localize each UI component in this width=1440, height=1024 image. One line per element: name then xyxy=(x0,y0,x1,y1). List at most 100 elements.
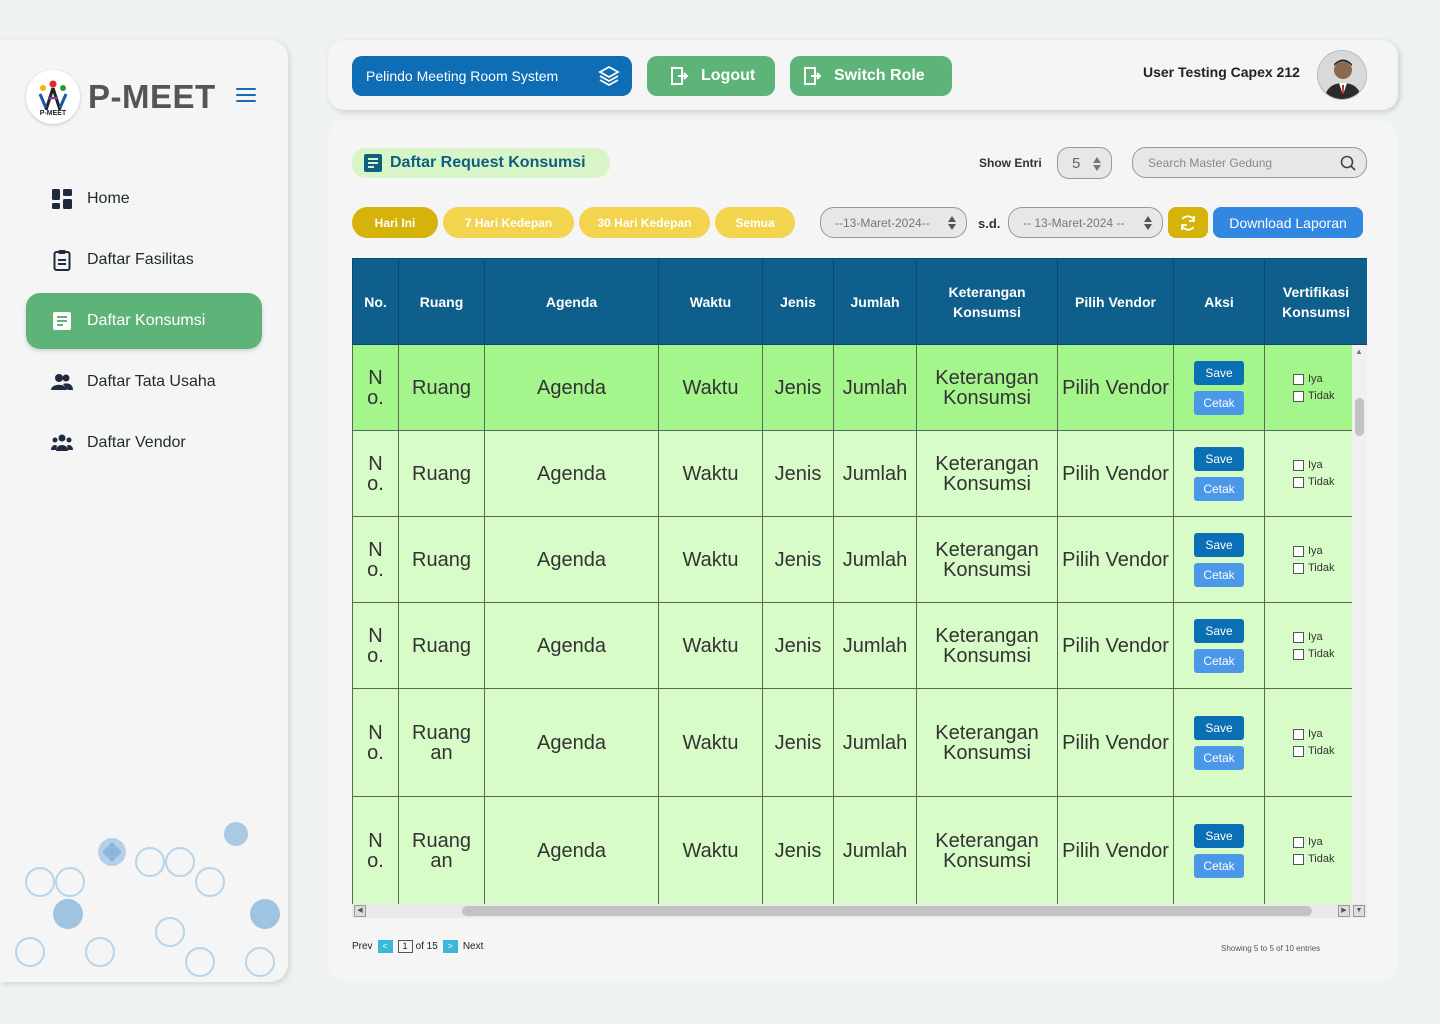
iya-checkbox[interactable] xyxy=(1293,728,1304,740)
user-name: User Testing Capex 212 xyxy=(1143,64,1300,80)
sidebar-item-daftar-fasilitas[interactable]: Daftar Fasilitas xyxy=(26,232,262,288)
download-laporan-button[interactable]: Download Laporan xyxy=(1213,207,1363,238)
cell-aksi: Save Cetak xyxy=(1173,688,1265,797)
filter-hari-ini-button[interactable]: Hari Ini xyxy=(352,207,438,238)
search-input[interactable] xyxy=(1132,147,1367,178)
filter-7-hari-button[interactable]: 7 Hari Kedepan xyxy=(443,207,574,238)
sidebar-item-daftar-tata-usaha[interactable]: Daftar Tata Usaha xyxy=(26,354,262,410)
date-to-select[interactable]: -- 13-Maret-2024 -- xyxy=(1008,207,1163,238)
prev-page-button[interactable]: < xyxy=(377,940,393,953)
cell-vendor[interactable]: Pilih Vendor xyxy=(1057,430,1174,517)
cell-keterangan: Keterangan Konsumsi xyxy=(916,602,1058,689)
column-header-ruang[interactable]: Ruang xyxy=(398,258,485,345)
save-button[interactable]: Save xyxy=(1194,618,1244,643)
switch-role-label: Switch Role xyxy=(834,67,925,84)
entries-info: Showing 5 to 5 of 10 entries xyxy=(1221,944,1321,953)
switch-role-button[interactable]: Switch Role xyxy=(790,56,952,96)
tidak-label: Tidak xyxy=(1308,390,1335,402)
tidak-checkbox[interactable] xyxy=(1293,562,1304,574)
cell-vendor[interactable]: Pilih Vendor xyxy=(1057,688,1174,797)
save-button[interactable]: Save xyxy=(1194,715,1244,740)
cell-vendor[interactable]: Pilih Vendor xyxy=(1057,602,1174,689)
cetak-button[interactable]: Cetak xyxy=(1194,853,1244,878)
iya-label: Iya xyxy=(1308,373,1323,385)
tidak-option[interactable]: Tidak xyxy=(1293,646,1367,663)
column-header-keterangan[interactable]: Keterangan Konsumsi xyxy=(916,258,1058,345)
avatar[interactable] xyxy=(1317,50,1367,100)
tidak-checkbox[interactable] xyxy=(1293,745,1304,757)
search-icon[interactable] xyxy=(1340,155,1356,171)
date-from-select[interactable]: --13-Maret-2024-- xyxy=(820,207,967,238)
iya-checkbox[interactable] xyxy=(1293,459,1304,471)
tidak-label: Tidak xyxy=(1308,476,1335,488)
scroll-down-icon[interactable]: ▼ xyxy=(1353,905,1365,917)
tidak-label: Tidak xyxy=(1308,853,1335,865)
save-button[interactable]: Save xyxy=(1194,360,1244,385)
tidak-option[interactable]: Tidak xyxy=(1293,743,1367,760)
tidak-option[interactable]: Tidak xyxy=(1293,388,1367,405)
column-header-vendor[interactable]: Pilih Vendor xyxy=(1057,258,1174,345)
iya-option[interactable]: Iya xyxy=(1293,457,1367,474)
tidak-option[interactable]: Tidak xyxy=(1293,851,1367,868)
prev-label[interactable]: Prev xyxy=(352,941,373,952)
cetak-button[interactable]: Cetak xyxy=(1194,648,1244,673)
system-selector-button[interactable]: Pelindo Meeting Room System xyxy=(352,56,632,96)
sidebar-item-daftar-vendor[interactable]: Daftar Vendor xyxy=(26,415,262,471)
column-header-agenda[interactable]: Agenda xyxy=(484,258,659,345)
iya-checkbox[interactable] xyxy=(1293,545,1304,557)
column-header-jenis[interactable]: Jenis xyxy=(762,258,834,345)
cell-keterangan: Keterangan Konsumsi xyxy=(916,796,1058,904)
filter-semua-button[interactable]: Semua xyxy=(715,207,795,238)
cetak-button[interactable]: Cetak xyxy=(1194,390,1244,415)
iya-checkbox[interactable] xyxy=(1293,631,1304,643)
scroll-left-icon[interactable]: ◀ xyxy=(354,905,366,917)
save-button[interactable]: Save xyxy=(1194,823,1244,848)
cell-ruang: Ruang xyxy=(398,602,485,689)
cell-agenda: Agenda xyxy=(484,796,659,904)
iya-label: Iya xyxy=(1308,728,1323,740)
sidebar-nav: Home Daftar Fasilitas Daftar Konsumsi Da… xyxy=(26,171,262,476)
cetak-button[interactable]: Cetak xyxy=(1194,745,1244,770)
show-entri-select[interactable]: 5 xyxy=(1057,147,1112,179)
vertical-scroll-thumb[interactable] xyxy=(1355,398,1364,436)
cell-vendor[interactable]: Pilih Vendor xyxy=(1057,796,1174,904)
scroll-up-icon[interactable]: ▲ xyxy=(1355,347,1363,356)
sidebar-item-home[interactable]: Home xyxy=(26,171,262,227)
page-number-input[interactable]: 1 xyxy=(397,940,413,953)
filter-30-hari-button[interactable]: 30 Hari Kedepan xyxy=(579,207,710,238)
tidak-checkbox[interactable] xyxy=(1293,853,1304,865)
iya-option[interactable]: Iya xyxy=(1293,543,1367,560)
save-button[interactable]: Save xyxy=(1194,532,1244,557)
iya-checkbox[interactable] xyxy=(1293,836,1304,848)
iya-option[interactable]: Iya xyxy=(1293,371,1367,388)
cell-waktu: Waktu xyxy=(658,796,763,904)
scroll-right-icon[interactable]: ▶ xyxy=(1338,905,1350,917)
horizontal-scrollbar[interactable]: ◀ ▶ ▼ xyxy=(352,904,1367,918)
sidebar-item-daftar-konsumsi[interactable]: Daftar Konsumsi xyxy=(26,293,262,349)
menu-toggle-icon[interactable] xyxy=(236,88,256,104)
cetak-button[interactable]: Cetak xyxy=(1194,562,1244,587)
column-header-no[interactable]: No. xyxy=(352,258,399,345)
next-page-button[interactable]: > xyxy=(442,940,458,953)
cell-vendor[interactable]: Pilih Vendor xyxy=(1057,344,1174,431)
tidak-checkbox[interactable] xyxy=(1293,648,1304,660)
refresh-button[interactable] xyxy=(1168,207,1208,238)
iya-option[interactable]: Iya xyxy=(1293,726,1367,743)
cell-vendor[interactable]: Pilih Vendor xyxy=(1057,516,1174,603)
logout-button[interactable]: Logout xyxy=(647,56,775,96)
next-label[interactable]: Next xyxy=(462,941,484,952)
iya-checkbox[interactable] xyxy=(1293,373,1304,385)
table-row: No. Ruang Agenda Waktu Jenis Jumlah Keterangan… xyxy=(352,602,1367,689)
iya-option[interactable]: Iya xyxy=(1293,834,1367,851)
cetak-button[interactable]: Cetak xyxy=(1194,476,1244,501)
iya-option[interactable]: Iya xyxy=(1293,629,1367,646)
tidak-option[interactable]: Tidak xyxy=(1293,474,1367,491)
tidak-option[interactable]: Tidak xyxy=(1293,560,1367,577)
tidak-checkbox[interactable] xyxy=(1293,390,1304,402)
tidak-checkbox[interactable] xyxy=(1293,476,1304,488)
vertical-scrollbar[interactable]: ▲ xyxy=(1352,345,1367,904)
horizontal-scroll-thumb[interactable] xyxy=(462,906,1312,916)
save-button[interactable]: Save xyxy=(1194,446,1244,471)
column-header-jumlah[interactable]: Jumlah xyxy=(833,258,917,345)
column-header-waktu[interactable]: Waktu xyxy=(658,258,763,345)
